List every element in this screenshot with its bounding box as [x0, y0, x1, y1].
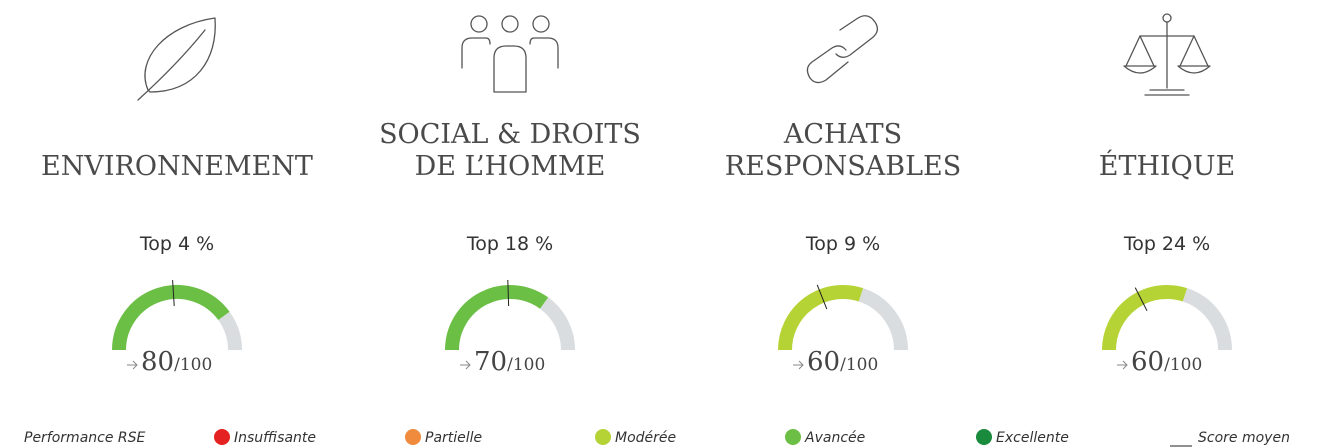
rank: Top 24 % [1123, 233, 1210, 255]
pillar-title: ENVIRONNEMENT [41, 151, 313, 182]
legend-label: Excellente [996, 430, 1069, 446]
people-icon [461, 15, 559, 93]
legend-dot [214, 429, 230, 445]
score: 70/100 [474, 347, 545, 377]
link-icon [806, 15, 879, 84]
legend-dot [976, 429, 992, 445]
legend-label: Insuffisante [234, 430, 316, 446]
legend-dot [405, 429, 421, 445]
pillar-title: RESPONSABLES [725, 151, 961, 182]
pillar-title: ACHATS [783, 119, 902, 150]
rank: Top 9 % [805, 233, 880, 255]
legend-dot [785, 429, 801, 445]
gauge-track [1182, 288, 1232, 351]
score-max: /100 [840, 355, 878, 375]
score-max: /100 [174, 355, 212, 375]
score: 80/100 [141, 347, 212, 377]
average-needle [1134, 287, 1148, 312]
leaf-icon [137, 17, 216, 101]
average-needle [816, 284, 828, 310]
score: 60/100 [1131, 347, 1202, 377]
score-value: 70 [474, 347, 507, 377]
score-value: 60 [1131, 347, 1164, 377]
legend-dot [595, 429, 611, 445]
scale-icon [1123, 13, 1211, 96]
gauge-fill [1102, 285, 1188, 351]
score: 60/100 [807, 347, 878, 377]
gauge-track [539, 297, 575, 351]
score-value: 80 [141, 347, 174, 377]
score-max: /100 [507, 355, 545, 375]
legend-label: Partielle [425, 430, 482, 446]
legend-average-label: Score moyen [1198, 430, 1290, 446]
pillar-title: SOCIAL & DROITS [379, 119, 641, 150]
rank: Top 4 % [139, 233, 214, 255]
arrow-icon [1117, 360, 1128, 370]
legend-title: Performance RSE [24, 430, 146, 446]
arrow-icon [460, 360, 471, 370]
rank: Top 18 % [466, 233, 553, 255]
arrow-icon [793, 360, 804, 370]
pillar-title: ÉTHIQUE [1099, 149, 1236, 182]
gauge-fill [445, 285, 549, 351]
pillar-title: DE L’HOMME [415, 151, 606, 182]
gauge-track [218, 311, 242, 351]
legend-label: Avancée [804, 430, 865, 446]
gauge-track [858, 288, 908, 351]
score-value: 60 [807, 347, 840, 377]
gauge-fill [112, 285, 230, 351]
gauge-fill [778, 285, 864, 351]
average-needle [507, 280, 510, 307]
average-needle [172, 280, 175, 307]
arrow-icon [127, 360, 138, 370]
score-max: /100 [1164, 355, 1202, 375]
legend-label: Modérée [615, 430, 676, 446]
